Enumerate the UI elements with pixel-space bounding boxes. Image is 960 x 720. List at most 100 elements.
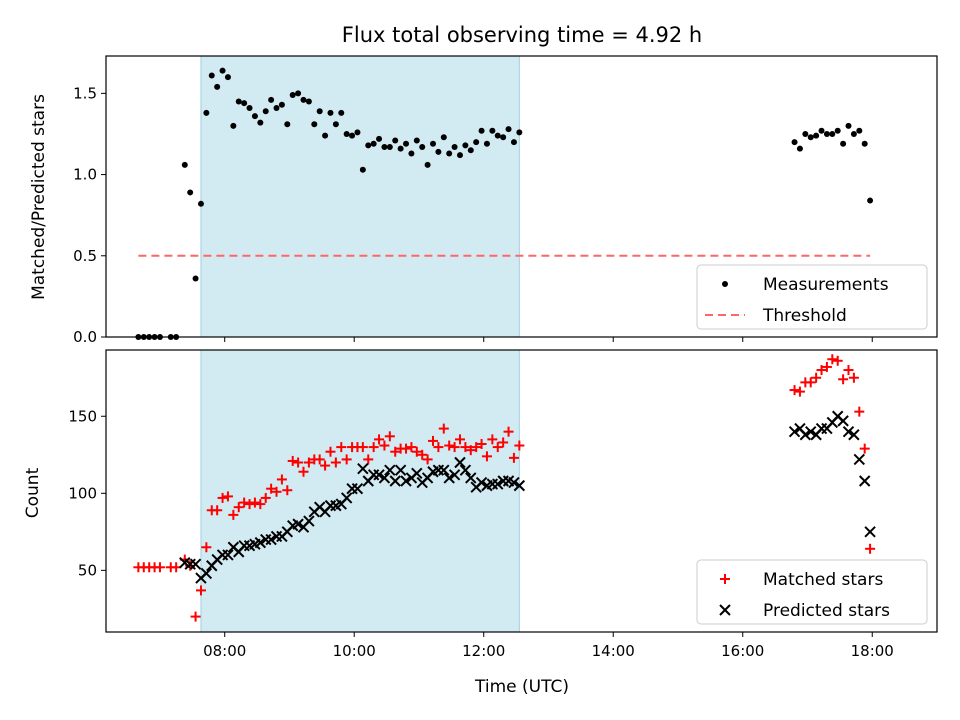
matched-star-point — [848, 372, 859, 383]
matched-star-point — [433, 442, 444, 453]
matched-star-point — [821, 361, 832, 372]
predicted-star-point — [222, 549, 234, 561]
measurement-point — [419, 143, 426, 150]
bottom-panel: 08:00 10:00 12:00 14:00 16:00 18:00 50 100 150 Ma… — [68, 349, 938, 660]
predicted-star-point — [438, 464, 450, 476]
measurement-point — [322, 132, 329, 139]
measurement-point — [462, 142, 469, 149]
matched-star-point — [417, 449, 428, 460]
matched-star-point — [444, 440, 455, 451]
y-tick-label: 100 — [68, 484, 97, 502]
measurement-point — [840, 140, 847, 147]
predicted-star-point — [853, 453, 866, 466]
predicted-star-point — [799, 429, 812, 441]
measurement-point — [403, 140, 410, 147]
measurement-point — [807, 134, 814, 141]
predicted-star-point — [492, 478, 504, 490]
measurement-point — [181, 161, 188, 168]
y-tick-label: 1.0 — [73, 166, 97, 184]
matched-star-point — [449, 442, 460, 453]
measurement-point — [435, 148, 442, 155]
y-tick-label: 0.5 — [73, 247, 97, 265]
predicted-star-point — [837, 415, 849, 427]
predicted-star-point — [400, 475, 412, 487]
matched-star-point — [293, 457, 304, 468]
measurement-point — [850, 130, 857, 137]
measurement-point — [451, 143, 458, 150]
predicted-star-point — [378, 472, 391, 484]
bottom-y-axis-label: Count — [23, 467, 43, 518]
predicted-star-point — [411, 467, 423, 479]
matched-star-point — [460, 442, 471, 453]
predicted-star-point — [254, 536, 267, 549]
matched-star-point — [287, 455, 298, 466]
matched-star-point — [314, 454, 325, 465]
predicted-star-point — [357, 462, 369, 475]
matched-star-point — [454, 434, 465, 445]
observing-window-shade — [200, 55, 520, 338]
measurement-point — [370, 140, 377, 147]
matched-star-point — [368, 442, 379, 453]
x-tick-label: 10:00 — [333, 642, 376, 660]
measurement-point — [278, 101, 285, 108]
predicted-star-point — [513, 479, 526, 492]
matched-star-point — [325, 446, 336, 457]
measurement-point — [332, 121, 339, 128]
matched-star-point — [239, 497, 250, 508]
matched-star-point — [222, 491, 233, 502]
measurement-point — [354, 129, 361, 136]
measurement-point — [246, 104, 253, 111]
measurement-point — [505, 126, 512, 133]
matched-star-point — [832, 355, 843, 366]
measurement-point — [861, 140, 868, 147]
measurement-point — [446, 150, 453, 157]
matched-star-point — [838, 374, 849, 385]
matched-star-point — [298, 466, 309, 477]
matched-star-point — [390, 446, 401, 457]
measurement-point — [257, 119, 264, 126]
measurement-point — [467, 147, 474, 154]
matched-star-point — [411, 446, 422, 457]
predicted-star-point — [384, 464, 396, 476]
measurement-point — [478, 127, 485, 134]
predicted-star-point — [508, 476, 520, 489]
matched-star-point — [422, 454, 433, 465]
matched-star-point — [811, 372, 822, 383]
measurement-point — [262, 108, 269, 115]
measurement-point — [349, 132, 356, 139]
legend-plus-swatch — [720, 574, 730, 584]
measurement-point — [376, 135, 383, 142]
measurement-point — [284, 121, 291, 128]
matched-star-point — [827, 354, 838, 365]
measurement-point — [273, 104, 280, 111]
matched-star-point — [195, 585, 206, 596]
matched-star-point — [503, 426, 514, 437]
predicted-star-point — [454, 456, 466, 469]
matched-star-point — [487, 434, 498, 445]
predicted-star-point — [351, 482, 364, 495]
matched-star-point — [859, 443, 870, 454]
legend-label: Threshold — [762, 306, 847, 326]
measurement-point — [197, 200, 204, 207]
matched-star-point — [514, 440, 525, 451]
matched-star-point — [508, 452, 519, 463]
x-tick-label: 12:00 — [462, 642, 505, 660]
matched-star-point — [190, 611, 201, 622]
y-tick-label: 50 — [78, 561, 97, 579]
matched-star-point — [249, 497, 260, 508]
predicted-star-point — [858, 475, 871, 487]
matched-star-point — [384, 431, 395, 442]
predicted-star-point — [448, 469, 461, 481]
predicted-star-point — [459, 464, 472, 476]
measurement-point — [867, 197, 874, 204]
predicted-star-point — [475, 476, 488, 489]
matched-star-point — [276, 474, 287, 485]
measurement-point — [392, 137, 399, 144]
matched-star-point — [406, 442, 417, 453]
matched-star-point — [789, 385, 800, 396]
predicted-star-point — [389, 475, 401, 487]
predicted-star-point — [394, 464, 407, 476]
matched-star-point — [244, 499, 255, 510]
matched-star-point — [492, 442, 503, 453]
predicted-star-point — [200, 567, 213, 580]
